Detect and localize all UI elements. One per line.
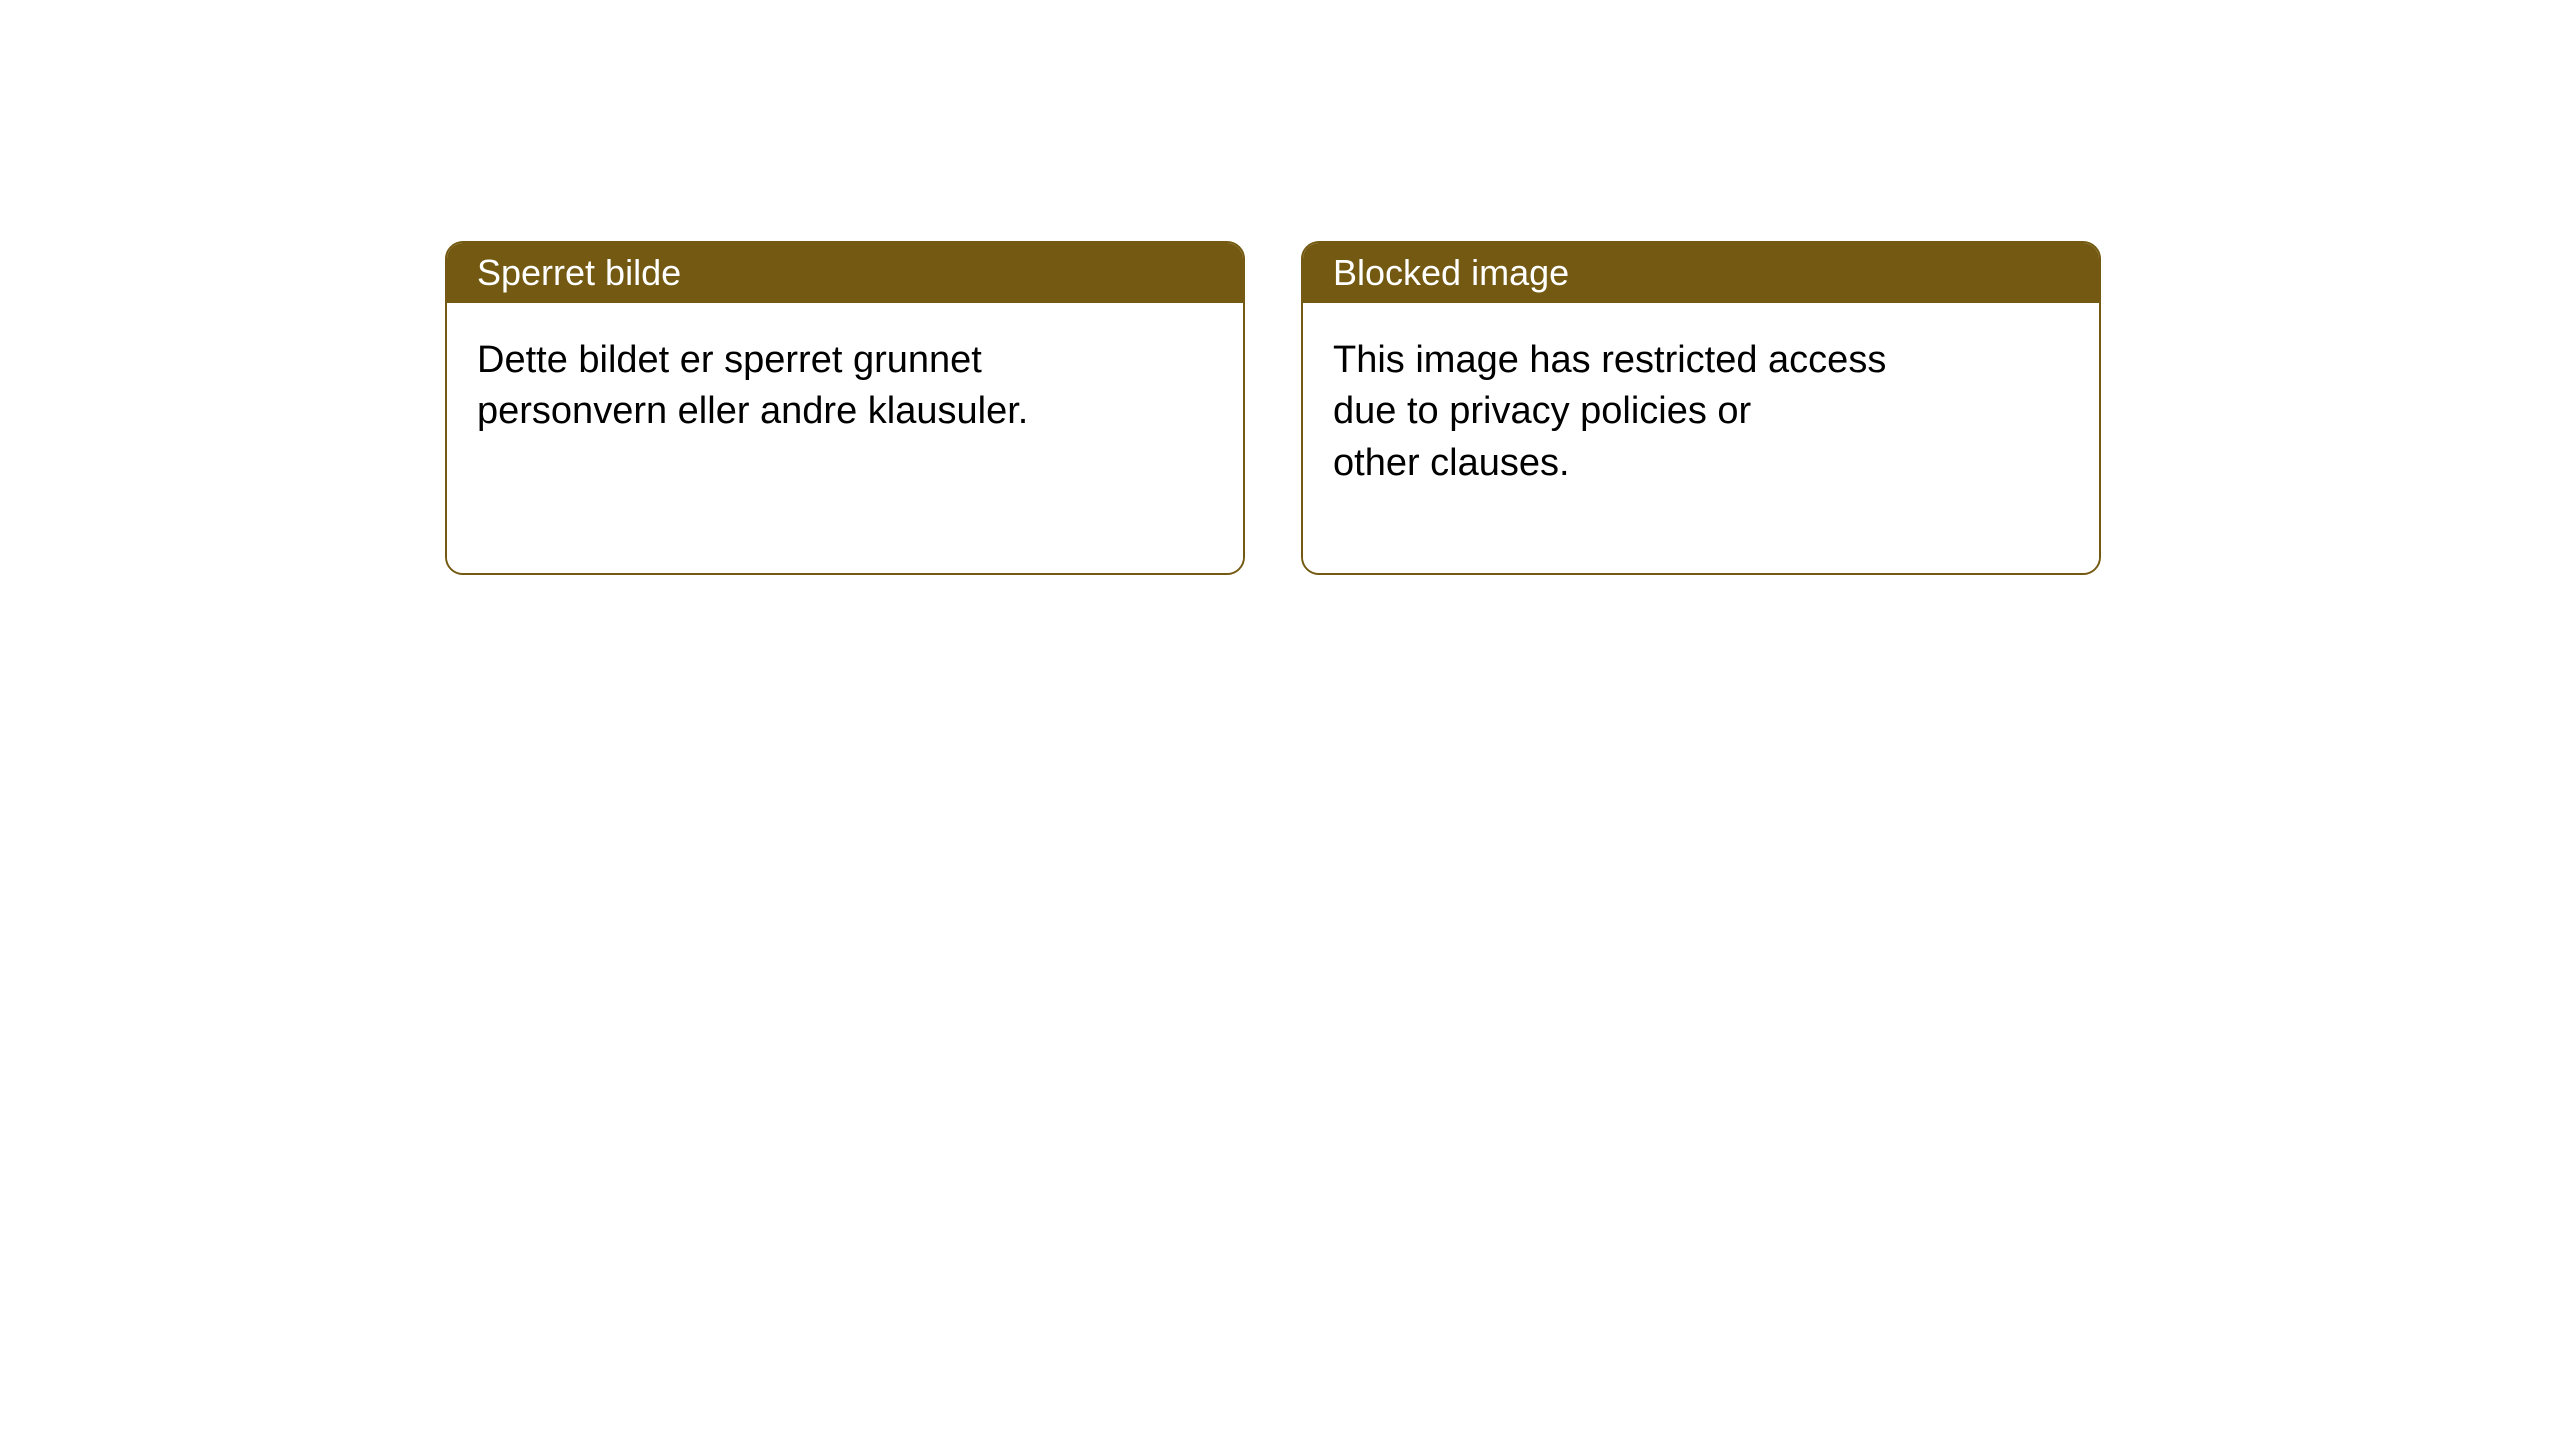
notice-card-en: Blocked image This image has restricted … xyxy=(1301,241,2101,575)
notice-body-en: This image has restricted access due to … xyxy=(1303,303,2099,573)
notice-title-en: Blocked image xyxy=(1333,252,1569,294)
notice-header-en: Blocked image xyxy=(1303,243,2099,303)
blocked-image-notices: Sperret bilde Dette bildet er sperret gr… xyxy=(445,241,2101,575)
notice-title-no: Sperret bilde xyxy=(477,252,681,294)
notice-body-no: Dette bildet er sperret grunnet personve… xyxy=(447,303,1243,573)
notice-header-no: Sperret bilde xyxy=(447,243,1243,303)
notice-card-no: Sperret bilde Dette bildet er sperret gr… xyxy=(445,241,1245,575)
